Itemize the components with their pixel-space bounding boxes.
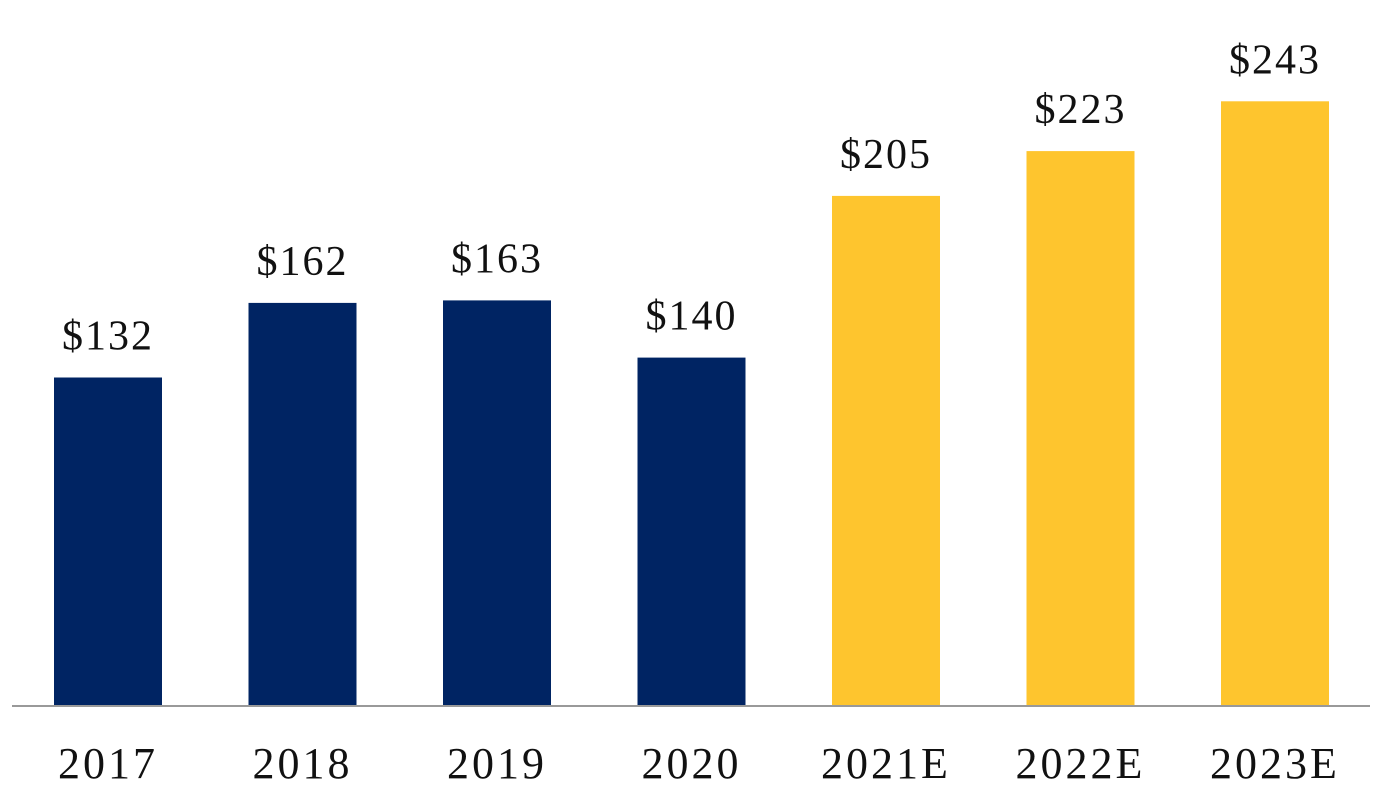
value-label-2020: $140 — [646, 294, 738, 340]
x-tick-label-2022e: 2022E — [1016, 739, 1146, 788]
bar-2021e — [832, 195, 940, 706]
x-tick-label-2021e: 2021E — [821, 739, 951, 788]
value-label-2018: $162 — [257, 239, 349, 285]
bar-2020 — [637, 357, 746, 706]
x-tick-label-2023e: 2023E — [1210, 739, 1340, 788]
bar-2023e — [1221, 101, 1329, 707]
value-label-2017: $132 — [62, 314, 154, 360]
x-tick-labels-group: 2017 2018 2019 2020 2021E 2022E 2023E — [58, 739, 1340, 788]
value-labels-group: $132 $162 $163 $140 $205 $223 $243 — [62, 37, 1321, 360]
x-tick-label-2018: 2018 — [253, 739, 353, 788]
value-label-2023e: $243 — [1229, 37, 1321, 83]
value-label-2021e: $205 — [840, 132, 932, 178]
bar-2019 — [443, 300, 551, 706]
bars-group — [54, 101, 1329, 707]
x-tick-label-2020: 2020 — [642, 739, 742, 788]
value-label-2019: $163 — [451, 236, 543, 282]
bar-2022e — [1026, 151, 1135, 707]
x-tick-label-2017: 2017 — [58, 739, 158, 788]
bar-2017 — [54, 377, 162, 706]
value-label-2022e: $223 — [1035, 87, 1127, 133]
bar-2018 — [248, 302, 357, 706]
x-tick-label-2019: 2019 — [447, 739, 547, 788]
